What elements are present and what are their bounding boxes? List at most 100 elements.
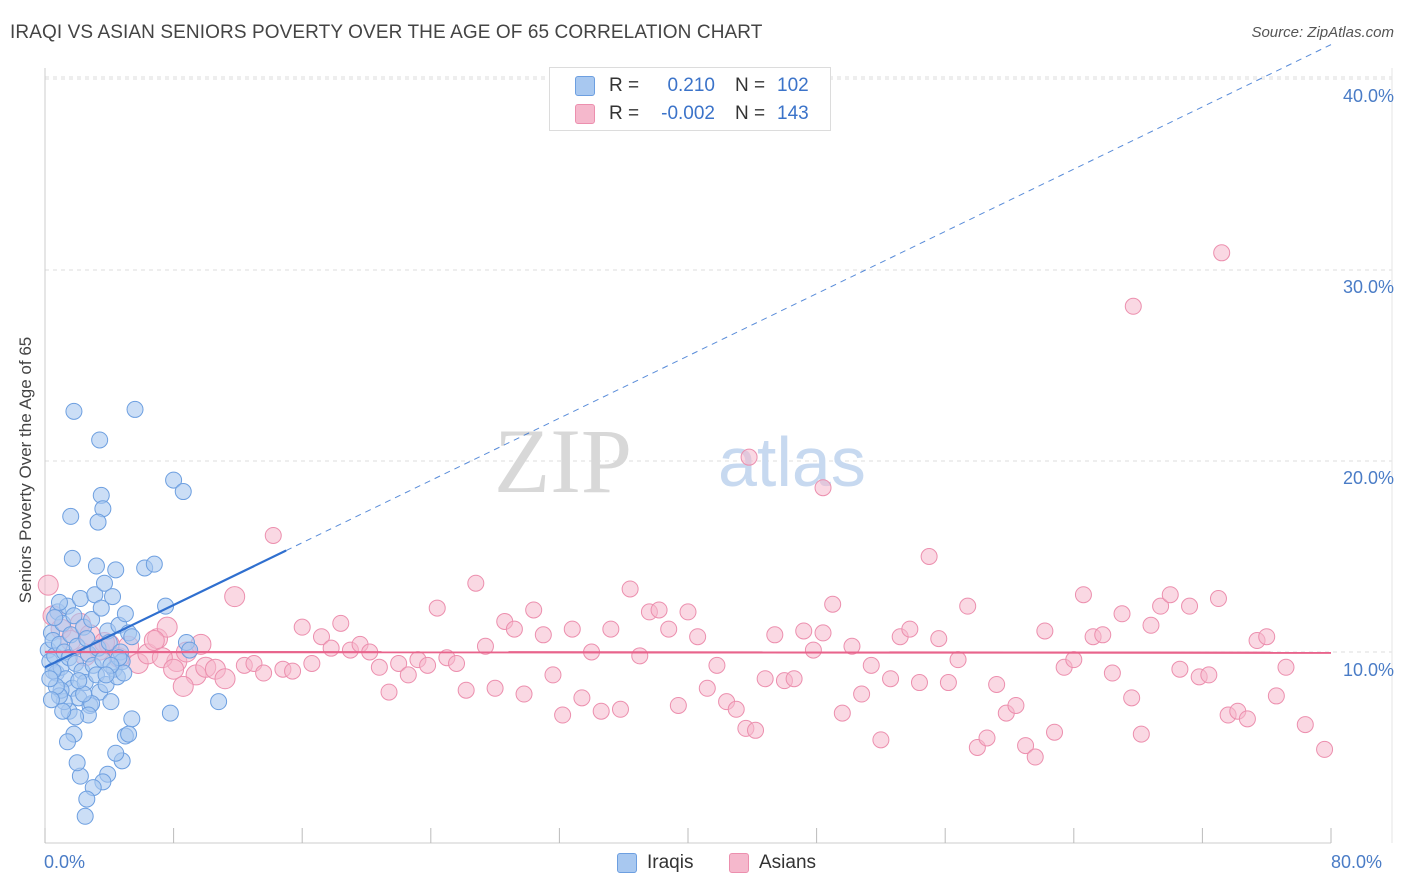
asians-point [814,479,832,497]
x-tick-min: 0.0% [44,852,86,872]
iraqis-point [126,400,144,418]
asians-point [1007,696,1025,714]
iraqis-point [89,513,107,531]
iraqis-point [62,507,80,525]
asians-point [872,731,890,749]
asians-point [293,618,311,636]
iraqis-swatch [575,76,595,96]
iraqis-point [161,704,179,722]
iraqis-point [76,807,94,825]
trend-lines [44,44,1332,669]
asians-point [284,662,302,680]
iraqis-n-value: 102 [777,75,809,96]
asians-point [1046,723,1064,741]
asians-point [505,620,523,638]
asians-point [804,641,822,659]
asians-point [390,654,408,672]
asians-point [525,601,543,619]
asians-point [1267,687,1285,705]
asians-point [303,654,321,672]
asians-point [843,637,861,655]
asians-point [1209,590,1227,608]
asians-point [312,628,330,646]
asians-point [1161,586,1179,604]
asians-point [756,670,774,688]
iraqis-point [123,710,141,728]
iraqis-point [59,733,77,751]
asians-point [1316,740,1334,758]
iraqis-point [102,693,120,711]
iraqis-point [46,609,64,627]
asians-point [37,574,59,596]
asians-point [1065,651,1083,669]
iraqis-point [50,593,68,611]
asians-point [766,626,784,644]
iraqis-point [92,599,110,617]
asians-point [689,628,707,646]
iraqis-point [174,483,192,501]
asians-point [795,622,813,640]
asians-point [853,685,871,703]
asians-point [679,603,697,621]
iraqis-point [107,561,125,579]
asians-point [573,689,591,707]
asians-point [708,656,726,674]
iraqis-point [63,549,81,567]
asians-point [698,679,716,697]
bottom-legend-iraqis: Iraqis [617,852,693,874]
iraqis-point [181,641,199,659]
iraqis-point [115,664,133,682]
asians-legend-swatch [729,853,749,873]
grid-lines [45,76,1392,653]
asians-point [156,616,178,638]
asians-point [1238,710,1256,728]
asians-point [988,675,1006,693]
asians-point [1132,725,1150,743]
asians-point [1074,586,1092,604]
asians-point [255,664,273,682]
asians-point [824,595,842,613]
asians-point [448,654,466,672]
asians-point [1200,666,1218,684]
iraqis-point [210,693,228,711]
asians-n-value: 143 [777,103,809,124]
asians-point [1277,658,1295,676]
watermark: ZIP atlas [494,410,866,512]
asians-point [544,666,562,684]
asians-point [833,704,851,722]
n-label: N = [735,75,766,96]
asians-point [428,599,446,617]
asians-point [602,620,620,638]
asians-point [949,651,967,669]
asians-point [264,526,282,544]
asians-point [910,674,928,692]
asians-point [1123,689,1141,707]
iraqis-point [71,590,89,608]
asians-point [332,614,350,632]
iraqis-point [145,555,163,573]
iraqis-legend-label: Iraqis [647,852,694,873]
asians-point [370,658,388,676]
asians-point [1036,622,1054,640]
axes [44,68,1393,844]
asians-point [1124,297,1142,315]
iraqis-point [65,607,83,625]
asians-r-value: -0.002 [661,103,715,124]
iraqis-point [65,402,83,420]
asians-point [163,658,185,680]
iraqis-point [165,471,183,489]
iraqis-point [42,691,60,709]
asians-point [901,620,919,638]
iraqis-point [41,670,59,688]
asians-point [1142,616,1160,634]
iraqis-point [87,557,105,575]
asians-point [554,706,572,724]
iraqis-point [78,790,96,808]
asians-point [1113,605,1131,623]
asians-point [399,666,417,684]
y-tick-20: 20.0% [1342,468,1394,488]
asians-point [214,668,236,690]
asians-point [515,685,533,703]
legend-row-asians: R = -0.002 N = 143 [550,101,809,127]
iraqis-point [83,611,101,629]
